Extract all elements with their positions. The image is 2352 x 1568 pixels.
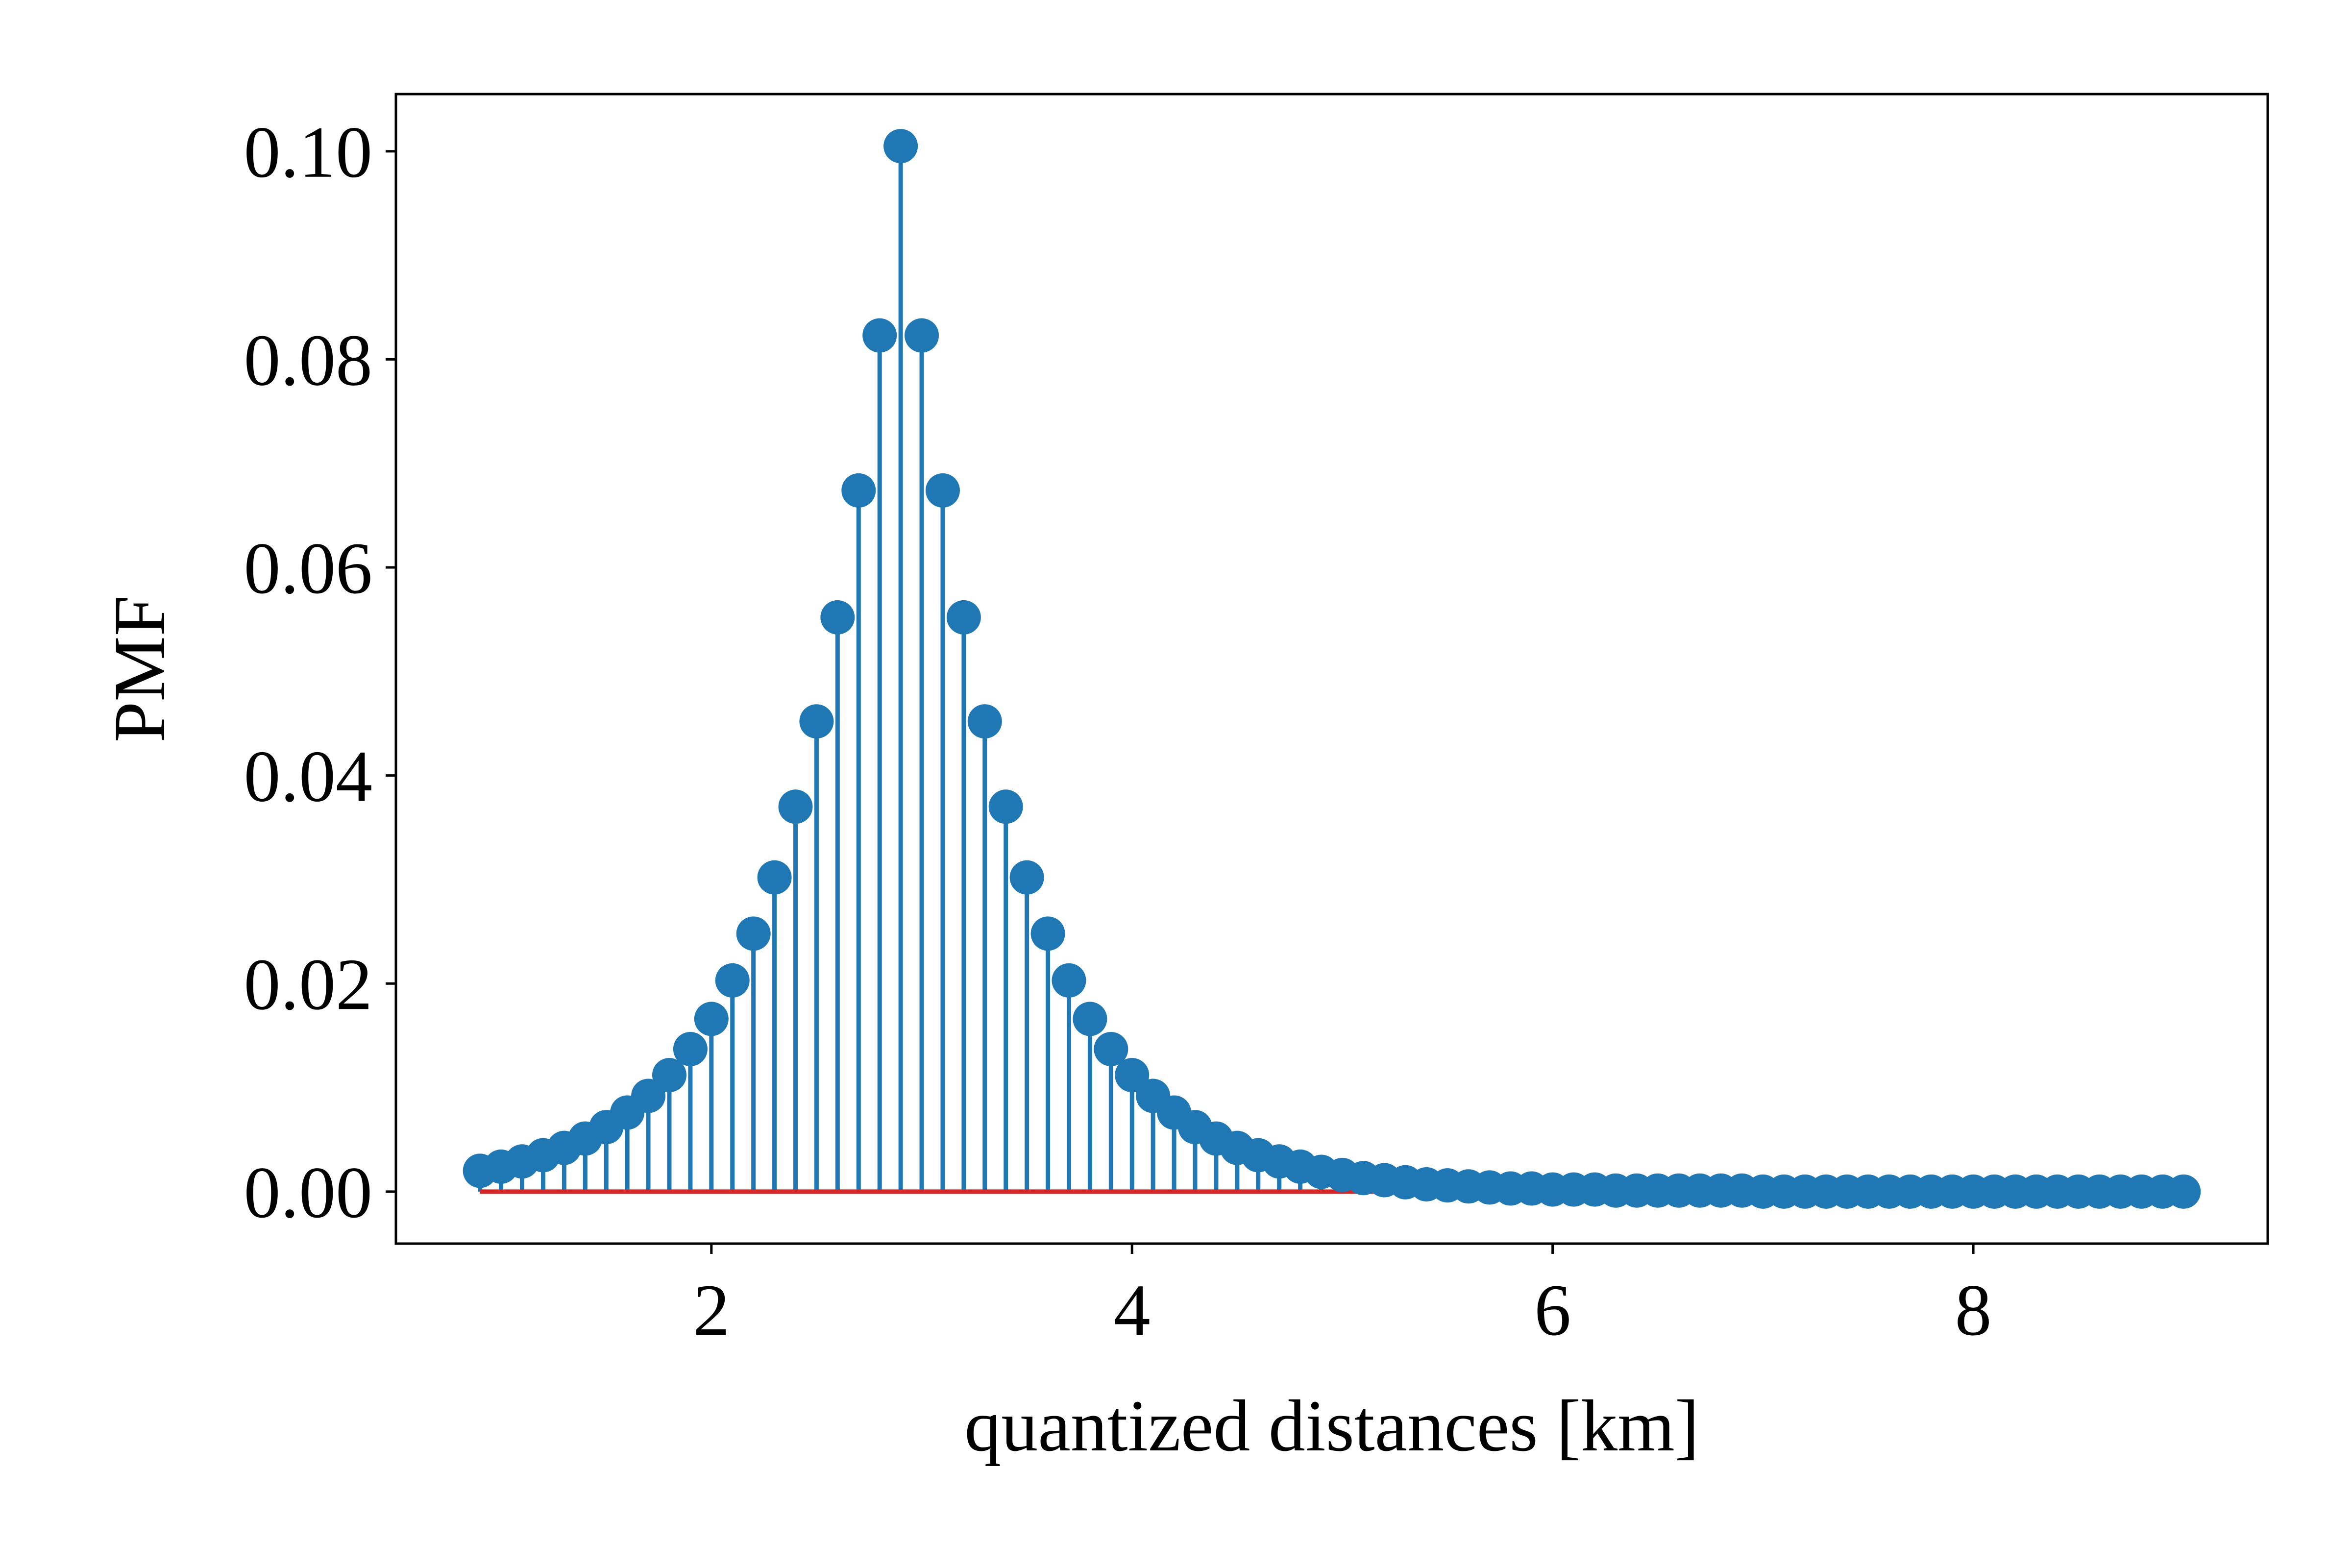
marker-series [463, 129, 2201, 1209]
stem-marker [946, 600, 981, 635]
stem-marker [1115, 1058, 1150, 1093]
y-tick-label: 0.04 [244, 736, 373, 817]
x-tick-label: 4 [1114, 1270, 1151, 1351]
x-tick-label: 8 [1955, 1270, 1992, 1351]
y-tick-label: 0.10 [244, 112, 373, 193]
stem-marker [925, 473, 960, 508]
x-axis: 2 4 6 8 [693, 1244, 1992, 1351]
x-tick-label: 2 [693, 1270, 730, 1351]
y-tick-label: 0.00 [244, 1152, 373, 1233]
stem-marker [652, 1058, 686, 1093]
stem-series [478, 146, 1744, 1192]
y-tick-label: 0.02 [244, 944, 373, 1025]
stem-marker [757, 860, 792, 895]
y-tick-label: 0.06 [244, 528, 373, 609]
stem-marker [988, 789, 1023, 824]
stem-marker [631, 1078, 666, 1113]
stem-marker [694, 1002, 729, 1036]
stem-marker [883, 129, 918, 164]
stem-marker [1052, 963, 1086, 998]
stem-marker [862, 318, 897, 353]
stem-marker [967, 704, 1002, 739]
x-axis-label: quantized distances [km] [964, 1385, 1699, 1467]
y-tick-label: 0.08 [244, 319, 373, 401]
y-axis: 0.00 0.02 0.04 0.06 0.08 0.10 [244, 112, 396, 1233]
plot-frame [394, 93, 2269, 1245]
stem-marker [1073, 1002, 1107, 1036]
stem-marker [715, 963, 750, 998]
stem-marker [736, 916, 771, 951]
stem-marker [778, 789, 813, 824]
stem-marker [799, 704, 834, 739]
stem-marker [820, 600, 855, 635]
stem-marker [2166, 1174, 2201, 1209]
stem-marker [1030, 916, 1065, 951]
stem-marker [1094, 1031, 1128, 1066]
stem-marker [841, 473, 876, 508]
stem-marker [673, 1031, 708, 1066]
stem-marker [905, 318, 939, 353]
y-axis-label: PMF [99, 595, 180, 742]
stem-marker [1009, 860, 1044, 895]
x-tick-label: 6 [1534, 1270, 1571, 1351]
